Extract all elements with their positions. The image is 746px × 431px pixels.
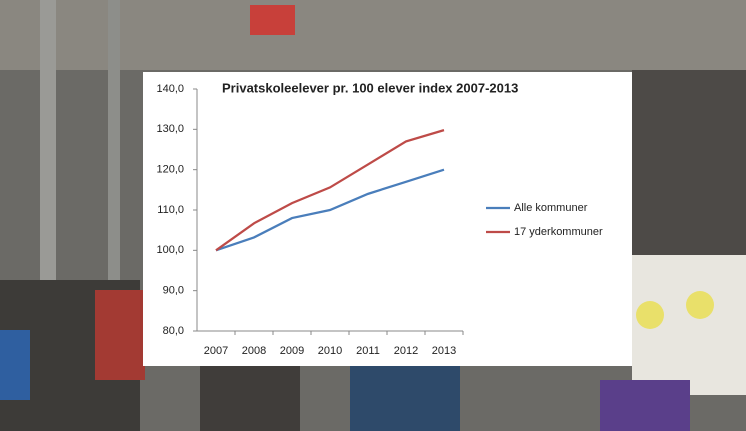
- legend-label: Alle kommuner: [514, 202, 588, 214]
- chart-area: [143, 72, 632, 366]
- y-tick-label: 100,0: [156, 244, 184, 256]
- y-tick-label: 90,0: [163, 285, 184, 297]
- y-tick-label: 120,0: [156, 164, 184, 176]
- x-tick-label: 2009: [280, 345, 304, 357]
- chart-title: Privatskoleelever pr. 100 elever index 2…: [222, 80, 518, 95]
- y-tick-label: 80,0: [163, 325, 184, 337]
- y-tick-label: 140,0: [156, 83, 184, 95]
- y-tick-label: 110,0: [157, 204, 184, 216]
- series-line: [215, 129, 445, 252]
- legend-label: 17 yderkommuner: [514, 226, 603, 238]
- x-tick-label: 2008: [242, 345, 266, 357]
- series-line: [215, 168, 445, 252]
- x-tick-label: 2007: [204, 345, 228, 357]
- y-tick-label: 130,0: [156, 123, 184, 135]
- x-tick-label: 2010: [318, 345, 342, 357]
- x-tick-label: 2013: [432, 345, 456, 357]
- x-tick-label: 2011: [356, 345, 380, 357]
- x-tick-label: 2012: [394, 345, 418, 357]
